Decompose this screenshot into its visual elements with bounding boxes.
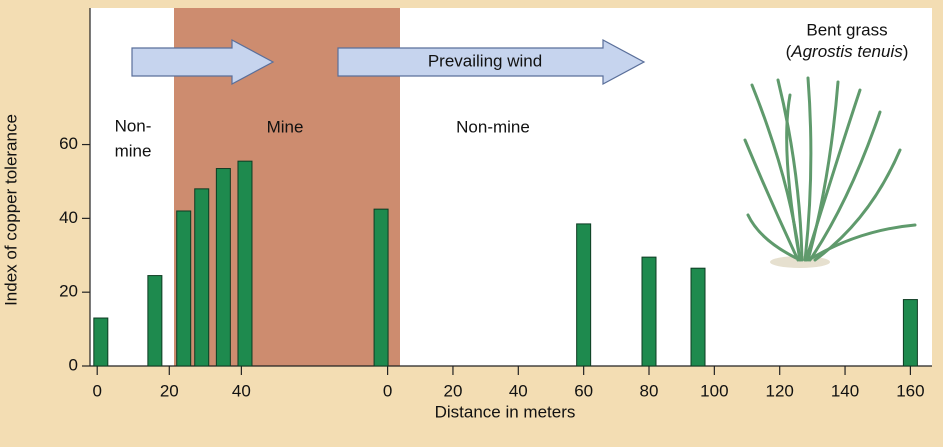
x-tick-label: 160: [896, 381, 924, 400]
x-tick-label: 80: [640, 381, 659, 400]
x-tick-label: 20: [443, 381, 462, 400]
bar: [194, 188, 210, 367]
bar: [176, 210, 192, 367]
y-tick-label: 60: [59, 134, 78, 153]
x-tick-label: 40: [509, 381, 528, 400]
annotation: Bent grass: [806, 20, 887, 39]
x-tick-label: 120: [766, 381, 794, 400]
x-tick-label: 0: [383, 381, 392, 400]
bar: [93, 317, 109, 367]
y-tick-label: 20: [59, 282, 78, 301]
bar: [902, 299, 918, 367]
y-tick-label: 40: [59, 208, 78, 227]
annotation: Agrostis tenuis: [790, 42, 903, 61]
annotation: Mine: [267, 117, 304, 136]
annotation: (: [786, 42, 792, 61]
y-tick-label: 0: [69, 355, 78, 374]
grass-illustration: [743, 76, 917, 268]
bar: [215, 168, 231, 367]
x-tick-label: 40: [232, 381, 251, 400]
y-axis-label: Index of copper tolerance: [1, 114, 20, 306]
x-tick-label: 60: [574, 381, 593, 400]
wind-arrow: [337, 38, 646, 86]
bar: [237, 160, 253, 367]
annotation: Non-: [115, 116, 152, 135]
x-axis-label: Distance in meters: [435, 402, 576, 421]
bar: [690, 267, 706, 367]
annotation: Non-mine: [456, 117, 530, 136]
bar: [641, 256, 657, 367]
annotation: mine: [115, 141, 152, 160]
annotation: (Agrostis tenuis): [786, 42, 909, 61]
bar: [373, 208, 389, 367]
x-tick-label: 0: [92, 381, 101, 400]
annotation: ): [903, 42, 909, 61]
x-tick-label: 140: [831, 381, 859, 400]
x-tick-label: 20: [160, 381, 179, 400]
x-tick-label: 100: [700, 381, 728, 400]
bar: [147, 275, 163, 367]
annotation: Prevailing wind: [428, 51, 542, 70]
bar: [576, 223, 592, 367]
wind-arrow: [131, 38, 275, 86]
